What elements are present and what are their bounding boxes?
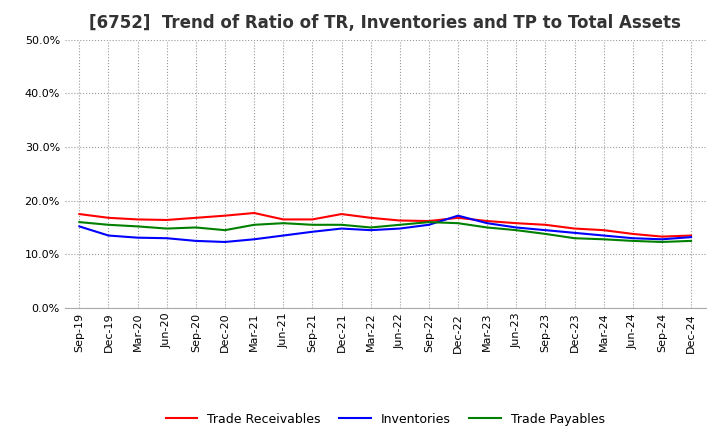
Inventories bbox=[599, 233, 608, 238]
Trade Receivables bbox=[425, 218, 433, 224]
Trade Receivables bbox=[133, 217, 142, 222]
Trade Receivables bbox=[599, 227, 608, 233]
Inventories bbox=[133, 235, 142, 240]
Inventories bbox=[163, 235, 171, 241]
Trade Payables bbox=[512, 227, 521, 233]
Trade Receivables bbox=[366, 215, 375, 220]
Trade Receivables bbox=[104, 215, 113, 220]
Inventories bbox=[395, 226, 404, 231]
Trade Receivables bbox=[75, 211, 84, 216]
Trade Receivables bbox=[163, 217, 171, 223]
Inventories bbox=[512, 225, 521, 230]
Trade Receivables bbox=[483, 218, 492, 224]
Inventories bbox=[454, 213, 462, 218]
Inventories bbox=[337, 226, 346, 231]
Trade Payables bbox=[570, 235, 579, 241]
Trade Payables bbox=[75, 220, 84, 225]
Trade Receivables bbox=[395, 218, 404, 223]
Trade Receivables bbox=[629, 231, 637, 237]
Trade Receivables bbox=[512, 220, 521, 226]
Trade Receivables bbox=[192, 215, 200, 220]
Line: Trade Receivables: Trade Receivables bbox=[79, 213, 691, 237]
Inventories bbox=[220, 239, 229, 245]
Trade Payables bbox=[366, 225, 375, 230]
Trade Payables bbox=[599, 237, 608, 242]
Inventories bbox=[104, 233, 113, 238]
Trade Payables bbox=[163, 226, 171, 231]
Inventories bbox=[687, 235, 696, 240]
Trade Receivables bbox=[220, 213, 229, 218]
Trade Payables bbox=[657, 239, 666, 245]
Trade Payables bbox=[541, 231, 550, 237]
Inventories bbox=[541, 227, 550, 233]
Inventories bbox=[629, 235, 637, 241]
Trade Payables bbox=[192, 225, 200, 230]
Trade Payables bbox=[425, 220, 433, 225]
Trade Receivables bbox=[250, 210, 258, 216]
Trade Receivables bbox=[687, 233, 696, 238]
Trade Receivables bbox=[570, 226, 579, 231]
Trade Receivables bbox=[279, 217, 287, 222]
Legend: Trade Receivables, Inventories, Trade Payables: Trade Receivables, Inventories, Trade Pa… bbox=[161, 407, 610, 431]
Trade Payables bbox=[483, 225, 492, 230]
Trade Payables bbox=[395, 222, 404, 227]
Trade Receivables bbox=[337, 211, 346, 216]
Inventories bbox=[366, 227, 375, 233]
Inventories bbox=[425, 222, 433, 227]
Trade Payables bbox=[337, 222, 346, 227]
Trade Receivables bbox=[454, 215, 462, 220]
Line: Inventories: Inventories bbox=[79, 216, 691, 242]
Trade Payables bbox=[279, 220, 287, 226]
Trade Payables bbox=[133, 224, 142, 229]
Trade Payables bbox=[687, 238, 696, 244]
Trade Receivables bbox=[308, 217, 317, 222]
Inventories bbox=[279, 233, 287, 238]
Trade Receivables bbox=[541, 222, 550, 227]
Trade Payables bbox=[250, 222, 258, 227]
Inventories bbox=[483, 220, 492, 226]
Trade Payables bbox=[454, 220, 462, 226]
Inventories bbox=[250, 237, 258, 242]
Trade Payables bbox=[220, 227, 229, 233]
Trade Payables bbox=[629, 238, 637, 244]
Inventories bbox=[192, 238, 200, 244]
Inventories bbox=[75, 224, 84, 229]
Title: [6752]  Trend of Ratio of TR, Inventories and TP to Total Assets: [6752] Trend of Ratio of TR, Inventories… bbox=[89, 15, 681, 33]
Trade Payables bbox=[308, 222, 317, 227]
Inventories bbox=[570, 230, 579, 235]
Trade Receivables bbox=[657, 234, 666, 239]
Inventories bbox=[308, 229, 317, 235]
Trade Payables bbox=[104, 222, 113, 227]
Inventories bbox=[657, 237, 666, 242]
Line: Trade Payables: Trade Payables bbox=[79, 222, 691, 242]
